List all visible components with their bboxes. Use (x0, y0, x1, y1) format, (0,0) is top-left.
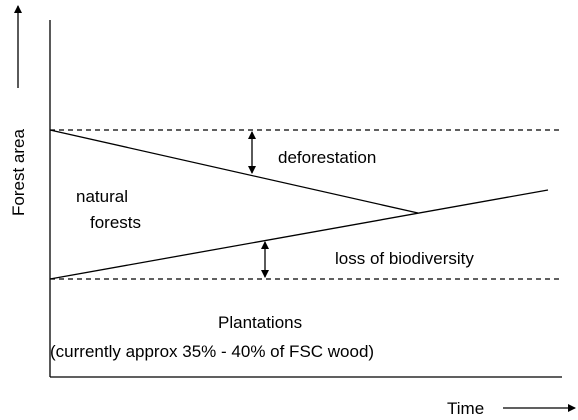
biodiversity-label: loss of biodiversity (335, 249, 474, 268)
plantations-note: (currently approx 35% - 40% of FSC wood) (50, 342, 374, 361)
deforestation-label: deforestation (278, 148, 376, 167)
rise-line (49, 189, 549, 280)
natural-label: natural (76, 187, 128, 206)
forests-label: forests (90, 213, 141, 232)
x-axis-label: Time (447, 399, 484, 418)
decline-line (49, 129, 419, 214)
y-axis-label: Forest area (9, 129, 28, 216)
plantations-label: Plantations (218, 313, 302, 332)
